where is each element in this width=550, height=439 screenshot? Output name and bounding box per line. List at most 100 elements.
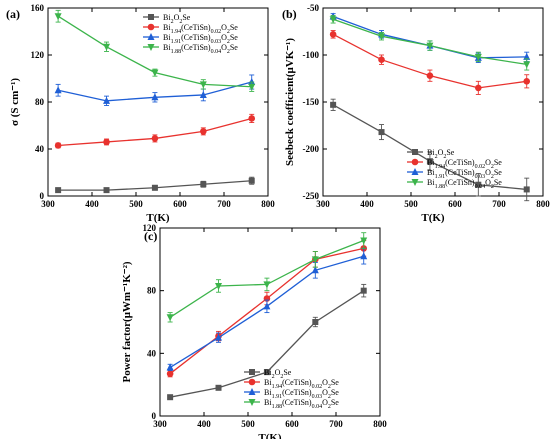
data-point [426,158,433,165]
series [329,12,531,63]
legend-label: Bi1.88(CeTiSn)0.04O2Se [427,178,502,190]
legend-label: Bi1.88(CeTiSn)0.04O2Se [163,43,238,55]
legend-label: Bi1.94(CeTiSn)0.02O2Se [427,158,502,170]
data-point [55,187,62,194]
series [329,30,531,95]
y-tick-label: -50 [307,3,319,13]
y-tick-label: 80 [147,286,157,296]
legend-marker [147,23,155,31]
data-point [54,13,62,21]
legend-marker [248,399,256,406]
legend: Bi2O2SeBi1.94(CeTiSn)0.02O2SeBi1.91(CeTi… [143,13,238,55]
legend-label: Bi1.91(CeTiSn)0.03O2Se [427,168,502,180]
data-point [312,319,319,325]
x-tick-label: 500 [404,199,418,209]
data-point [329,16,337,24]
data-point [378,129,385,136]
data-point [311,266,319,274]
data-point [200,128,207,135]
data-point [103,138,110,146]
data-point [199,90,207,98]
legend-marker [248,378,256,386]
panel-label: (c) [144,229,157,243]
data-point [151,93,159,101]
data-point [248,78,256,86]
data-point [166,314,174,322]
y-tick-label: 160 [31,3,45,13]
data-point [523,186,530,193]
data-point [215,333,223,341]
legend-label: Bi1.91(CeTiSn)0.03O2Se [264,388,339,400]
y-tick-label: -250 [303,191,320,201]
x-tick-label: 600 [285,419,299,429]
data-point [215,384,222,391]
x-tick-label: 400 [197,419,211,429]
x-tick-label: 300 [316,199,330,209]
data-point [166,370,174,378]
legend-label: Bi1.94(CeTiSn)0.02O2Se [163,23,238,35]
x-tick-label: 400 [360,199,374,209]
data-point [523,78,531,85]
data-point [215,282,223,290]
data-point [475,84,482,92]
y-tick-label: 120 [143,223,157,233]
data-point [263,369,270,376]
data-point [200,181,207,188]
data-point [166,363,174,371]
data-point [54,86,62,94]
data-point [475,181,482,188]
panel-label: (a) [6,7,20,21]
plot-frame [159,227,381,417]
x-axis-title: T(K) [421,212,445,224]
x-tick-label: 800 [373,419,387,429]
series [54,113,256,149]
x-tick-label: 800 [536,199,550,209]
series-line [332,15,527,59]
series [330,98,530,202]
data-point [151,69,159,77]
legend-label: Bi1.88(CeTiSn)0.04O2Se [264,398,339,410]
x-tick-label: 700 [217,199,231,209]
data-point [151,135,159,142]
panel-1: 300 400 500 600 700 800 -250 -200 -150 -100 -50 T(K… [282,3,550,224]
data-point [329,31,337,38]
data-point [263,302,271,310]
data-point [378,33,386,41]
legend-marker [147,44,155,51]
series [167,283,367,401]
x-tick-label: 700 [492,199,506,209]
legend: Bi2O2SeBi1.94(CeTiSn)0.02O2SeBi1.91(CeTi… [244,368,339,410]
data-point [523,61,531,69]
data-point [523,52,531,60]
data-point [248,83,256,91]
panel-0: 300 400 500 600 700 800 0 40 80 120 160 T(K) σ (S cm… [6,3,275,224]
data-point [360,252,368,260]
series [166,232,368,323]
series [54,74,256,106]
legend-marker [249,369,255,375]
y-axis-title: Power factor(μWm⁻¹K⁻²) [121,261,133,382]
panel-label: (b) [282,7,297,21]
panel-2: 300 400 500 600 700 800 0 40 80 120 T(K) Power fact… [121,223,387,439]
data-point [426,42,434,50]
data-point [103,96,111,104]
data-point [311,256,319,264]
x-tick-label: 500 [129,199,143,209]
x-tick-label: 500 [241,419,255,429]
data-point [103,43,111,51]
x-tick-label: 400 [85,199,99,209]
legend-marker [411,168,419,175]
x-tick-label: 800 [261,199,275,209]
data-point [54,142,62,149]
legend-marker [411,179,419,186]
y-axis-title: Seebeck coefficient(μVK⁻¹) [284,38,296,166]
series [329,15,531,71]
legend-label: Bi2O2Se [264,368,292,380]
x-tick-label: 600 [448,199,462,209]
legend-marker [412,149,418,155]
data-point [199,81,207,89]
data-point [167,394,174,401]
y-tick-label: 40 [35,144,45,154]
data-point [360,237,368,245]
data-point [378,56,385,63]
